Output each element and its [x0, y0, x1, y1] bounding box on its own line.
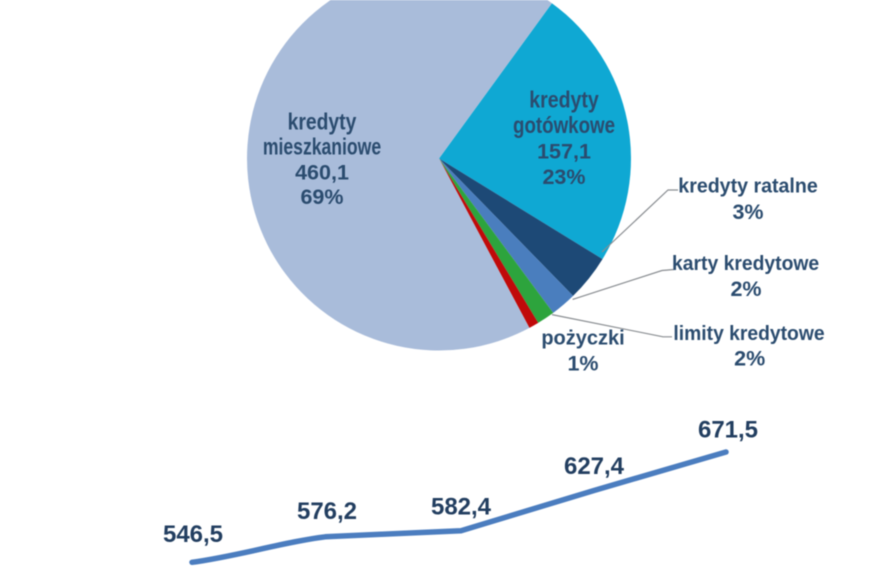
svg-text:mieszkaniowe: mieszkaniowe: [263, 134, 381, 160]
svg-text:2%: 2%: [734, 347, 765, 371]
svg-text:157,1: 157,1: [537, 140, 591, 164]
svg-text:69%: 69%: [300, 185, 343, 209]
svg-text:kredyty: kredyty: [288, 110, 357, 135]
svg-text:460,1: 460,1: [295, 161, 349, 185]
svg-text:kredyty: kredyty: [529, 87, 599, 113]
svg-text:gotówkowe: gotówkowe: [513, 113, 615, 138]
svg-text:karty kredytowe: karty kredytowe: [672, 253, 819, 275]
svg-text:546,5: 546,5: [163, 521, 223, 548]
svg-text:2%: 2%: [730, 277, 761, 301]
svg-text:3%: 3%: [732, 200, 763, 224]
svg-text:671,5: 671,5: [698, 417, 758, 444]
svg-text:limity kredytowe: limity kredytowe: [673, 323, 824, 345]
svg-text:1%: 1%: [567, 352, 598, 376]
svg-text:576,2: 576,2: [297, 498, 357, 525]
svg-text:582,4: 582,4: [431, 494, 492, 521]
svg-text:23%: 23%: [542, 165, 585, 189]
svg-text:627,4: 627,4: [564, 453, 625, 480]
svg-text:pożyczki: pożyczki: [541, 328, 624, 350]
svg-text:kredyty ratalne: kredyty ratalne: [678, 175, 817, 197]
